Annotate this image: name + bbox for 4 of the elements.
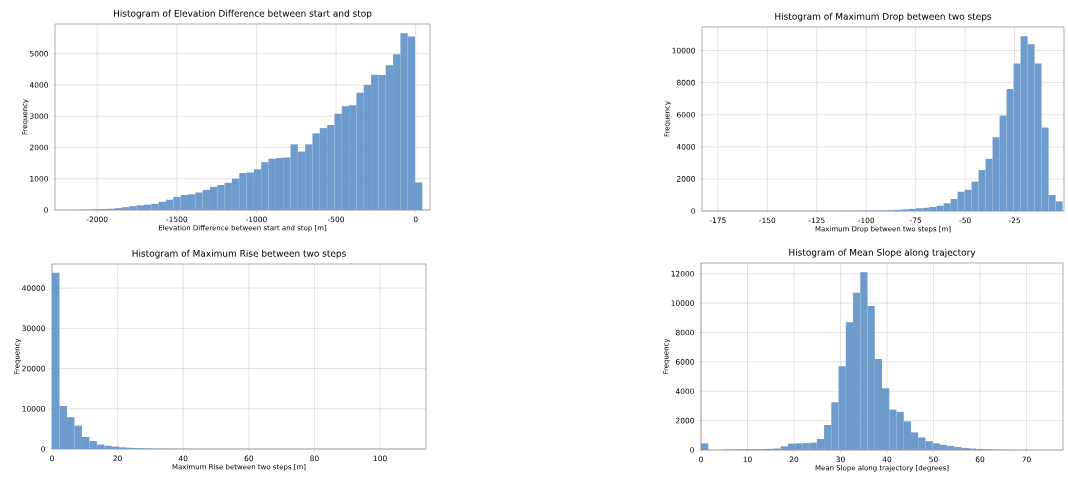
chart-title: Histogram of Elevation Difference between start and stop: [113, 9, 372, 19]
chart-title: Histogram of Maximum Rise between two steps: [132, 249, 346, 259]
chart-title: Histogram of Mean Slope along trajectory: [789, 248, 976, 258]
chart-title: Histogram of Maximum Drop between two steps: [775, 12, 992, 22]
